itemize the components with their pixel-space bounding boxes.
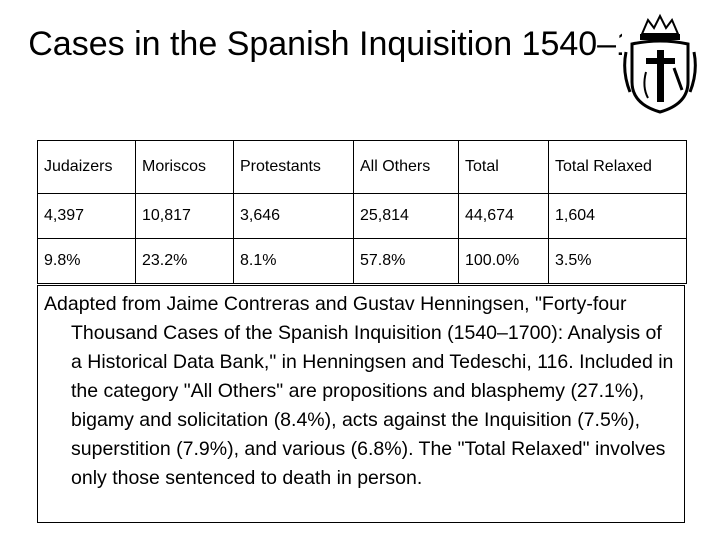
table-row: Judaizers Moriscos Protestants All Others To… [37, 140, 687, 194]
table-cell: 9.8% [37, 238, 136, 284]
emblem [622, 12, 698, 118]
slide-title: Cases in the Spanish Inquisition 1540–17… [28, 25, 692, 63]
header-cell: All Others [353, 140, 459, 194]
header-cell: Moriscos [135, 140, 234, 194]
table-cell: 25,814 [353, 193, 459, 239]
table-cell: 57.8% [353, 238, 459, 284]
note-text: Adapted from Jaime Contreras and Gustav … [44, 293, 674, 489]
header-cell: Judaizers [37, 140, 136, 194]
table-cell: 3.5% [548, 238, 687, 284]
table-cell: 44,674 [458, 193, 549, 239]
table-cell: 4,397 [37, 193, 136, 239]
table-cell: 10,817 [135, 193, 234, 239]
header-cell: Protestants [233, 140, 354, 194]
header-cell: Total Relaxed [548, 140, 687, 194]
table-row: 9.8% 23.2% 8.1% 57.8% 100.0% 3.5% [37, 238, 687, 284]
table-cell: 100.0% [458, 238, 549, 284]
table-cell: 3,646 [233, 193, 354, 239]
table-cell: 8.1% [233, 238, 354, 284]
table-cell: 23.2% [135, 238, 234, 284]
note-box: Adapted from Jaime Contreras and Gustav … [37, 285, 685, 523]
table-cell: 1,604 [548, 193, 687, 239]
data-table: Judaizers Moriscos Protestants All Others To… [37, 140, 687, 284]
header-cell: Total [458, 140, 549, 194]
table-row: 4,397 10,817 3,646 25,814 44,674 1,604 [37, 193, 687, 239]
